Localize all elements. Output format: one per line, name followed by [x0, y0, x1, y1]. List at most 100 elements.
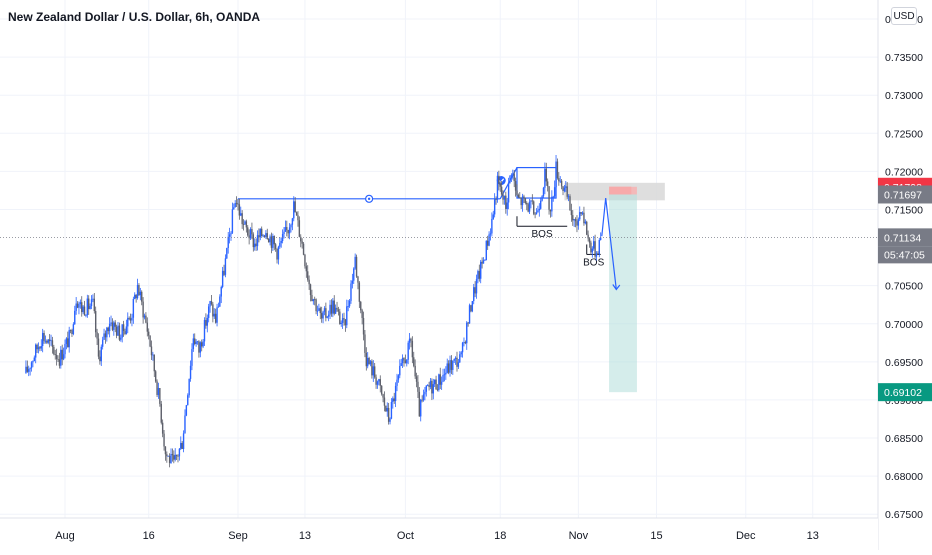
candle-body — [512, 173, 514, 175]
candle-body — [333, 300, 335, 314]
candle-body — [544, 168, 546, 188]
candle-body — [513, 173, 515, 182]
candle-body — [308, 279, 310, 285]
candle-body — [93, 298, 95, 312]
candle-body — [177, 455, 179, 457]
candle-body — [55, 354, 58, 359]
candle-body — [29, 368, 31, 370]
candle-body — [145, 315, 147, 323]
candle-body — [25, 366, 27, 374]
candle-body — [295, 212, 298, 216]
candle-body — [260, 228, 263, 237]
candle-body — [312, 299, 315, 302]
candle-body — [475, 279, 478, 294]
candle-body — [362, 317, 365, 335]
candle-body — [191, 349, 193, 366]
candle-body — [57, 358, 59, 360]
price-tag-label: 0.69102 — [884, 387, 922, 399]
candle-body — [509, 175, 511, 183]
candle-body — [454, 357, 457, 359]
candle-body — [461, 342, 464, 353]
candle-body — [180, 442, 182, 449]
candle-body — [493, 199, 496, 215]
candle-body — [138, 285, 140, 296]
candle-body — [367, 357, 369, 367]
candle-body — [43, 332, 45, 341]
candle-body — [572, 215, 574, 221]
candle-body — [428, 385, 430, 388]
time-axis-tick-label: 16 — [143, 530, 155, 542]
candle-body — [69, 330, 72, 331]
candle-body — [230, 232, 232, 235]
price-axis-tick-label: 0.72000 — [885, 166, 923, 178]
forecast-arrowhead-icon — [612, 284, 621, 291]
candle-body — [132, 298, 135, 318]
candle-body — [294, 201, 296, 213]
candle-body — [83, 306, 86, 316]
candle-body — [270, 236, 273, 248]
candle-body — [548, 186, 550, 210]
price-axis-tick-label: 0.73000 — [885, 90, 923, 102]
candle-body — [375, 377, 377, 385]
candle-body — [347, 306, 349, 307]
candle-body — [594, 241, 596, 257]
candle-body — [588, 238, 591, 243]
candle-body — [283, 231, 285, 234]
candle-body — [255, 243, 257, 247]
candle-body — [399, 365, 401, 376]
candle-body — [392, 398, 394, 402]
candle-body — [369, 361, 372, 365]
candle-body — [498, 175, 500, 184]
candle-body — [263, 235, 266, 237]
time-axis: Aug 16 Sep 13 Oct 18 Nov 15 Dec 13 — [0, 517, 878, 550]
candle-body — [174, 454, 176, 460]
candle-body — [301, 241, 303, 244]
candle-body — [390, 401, 393, 419]
candle-body — [178, 448, 181, 457]
candle-body — [597, 253, 599, 255]
candle-body — [486, 240, 489, 246]
candle-body — [114, 322, 116, 327]
candle-body — [421, 399, 423, 401]
candle-body — [438, 374, 440, 390]
candle-body — [478, 271, 481, 279]
candle-body — [65, 338, 68, 344]
candle-body — [546, 181, 549, 187]
price-tag-background — [878, 185, 932, 204]
candle-body — [212, 304, 214, 317]
candle-body — [72, 324, 75, 334]
candle-body — [152, 354, 154, 356]
candle-body — [449, 360, 451, 373]
candle-body — [387, 407, 390, 422]
candle-body — [143, 315, 146, 318]
candle-body — [276, 248, 278, 260]
candle-body — [400, 363, 402, 366]
candle-body — [403, 358, 405, 361]
candle-body — [466, 322, 468, 344]
candle-body — [357, 276, 359, 283]
candle-body — [54, 354, 56, 356]
candle-body — [463, 342, 465, 343]
drawings-layer: BOS BOS — [237, 166, 665, 393]
candle-body — [127, 317, 129, 327]
candle-body — [425, 385, 428, 392]
candle-body — [214, 313, 217, 323]
candle-body — [167, 455, 169, 457]
candle-body — [482, 260, 485, 264]
candle-body — [516, 190, 518, 195]
candle-body — [555, 161, 557, 188]
candle-body — [39, 347, 41, 349]
candle-body — [474, 287, 476, 294]
candle-body — [286, 227, 288, 230]
currency-button[interactable]: USD — [891, 7, 917, 25]
candle-body — [372, 366, 374, 376]
candle-body — [567, 196, 570, 198]
candle-body — [447, 363, 450, 373]
candle-body — [223, 270, 225, 275]
candle-body — [262, 235, 264, 237]
candle-body — [128, 317, 130, 319]
candle-body — [380, 385, 383, 395]
candle-body — [67, 338, 69, 348]
